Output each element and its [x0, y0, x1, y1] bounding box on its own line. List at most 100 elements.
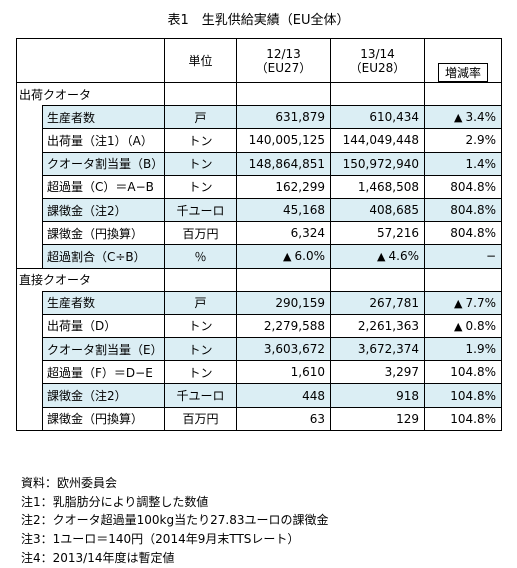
value-1213: ▲ 6.0%	[236, 244, 331, 268]
row-name: 超過割合（C÷B）	[42, 244, 165, 268]
header-row: 単位 12/13 （EU27） 13/14 （EU28） 増減率	[16, 38, 502, 83]
row-unit: 千ユーロ	[164, 197, 237, 222]
table-row: 生産者数戸 631,879 610,434 ▲ 3.4%	[16, 105, 502, 129]
value-1213: 290,159	[236, 290, 331, 315]
rate-value: 104.8%	[424, 360, 502, 384]
table-row: クオータ割当量（E） トン 3,603,672 3,672,374 1.9%	[16, 337, 502, 361]
col-1213-header: 12/13 （EU27）	[236, 38, 331, 83]
value-1314: 2,261,363	[330, 313, 425, 338]
rate-value: 1.4%	[424, 151, 502, 176]
value-1314: 129	[330, 406, 425, 431]
note-line: 注1：乳脂肪分により調整した数値	[21, 494, 209, 509]
row-unit: トン	[164, 151, 237, 176]
value-1314: 267,781	[330, 290, 425, 315]
note-line: 注3：1ユーロ＝140円（2014年9月末TTSレート）	[21, 532, 300, 547]
rate-value: 104.8%	[424, 406, 502, 431]
rate-value: −	[424, 244, 502, 268]
section-label: 直接クオータ	[16, 267, 165, 292]
table-row: 超過量（F）＝D−E トン 1,610 3,297 104.8%	[16, 360, 502, 384]
row-name: 課徴金（円換算）	[42, 221, 165, 245]
row-name: 課徴金（注2）	[42, 197, 165, 222]
rate-value: 104.8%	[424, 383, 502, 408]
row-unit: ％	[164, 244, 237, 268]
table-row: クオータ割当量（B） トン 148,864,851 150,972,940 1.4%	[16, 151, 502, 176]
triangle-icon: ▲	[377, 250, 386, 264]
unit-header: 単位	[164, 38, 237, 83]
row-name: 生産者数	[42, 290, 165, 315]
rate-value: 804.8%	[424, 221, 502, 245]
table-row: 超過量（C）＝A−B トン 162,299 1,468,508 804.8%	[16, 174, 502, 199]
value-1213: 1,610	[236, 360, 331, 384]
row-name: 出荷量（注1）（A）	[42, 128, 165, 153]
row-unit: トン	[164, 174, 237, 199]
rate-value: ▲ 0.8%	[424, 313, 502, 338]
value-1213: 45,168	[236, 197, 331, 222]
table-row: 課徴金（注2） 千ユーロ 45,168 408,685 804.8%	[16, 197, 502, 222]
row-unit: 百万円	[164, 221, 237, 245]
row-name: クオータ割当量（B）	[42, 151, 165, 176]
row-name: 課徴金（円換算）	[42, 406, 165, 431]
row-unit: 戸	[164, 105, 237, 129]
note-line: 注2：クオータ超過量100kg当たり27.83ユーロの課徴金	[21, 513, 329, 528]
section-label: 出荷クオータ	[16, 81, 165, 106]
row-name: 課徴金（注2）	[42, 383, 165, 408]
value-1213: 162,299	[236, 174, 331, 199]
row-name: 超過量（C）＝A−B	[42, 174, 165, 199]
row-unit: トン	[164, 128, 237, 153]
table-row: 生産者数戸 290,159 267,781 ▲ 7.7%	[16, 290, 502, 315]
triangle-icon: ▲	[454, 319, 463, 333]
note-line: 注4：2013/14年度は暫定値	[21, 550, 175, 565]
note-line: 資料：欧州委員会	[21, 476, 118, 490]
value-1314: 408,685	[330, 197, 425, 222]
row-unit: トン	[164, 337, 237, 361]
row-unit: 百万円	[164, 406, 237, 431]
value-1314: 610,434	[330, 105, 425, 129]
value-1314: 1,468,508	[330, 174, 425, 199]
table-title: 表1 生乳供給実績（EU全体）	[167, 13, 350, 28]
row-name: クオータ割当量（E）	[42, 337, 165, 361]
row-unit: トン	[164, 313, 237, 338]
row-name: 出荷量（D）	[42, 313, 165, 338]
section-row: 直接クオータ	[16, 267, 502, 292]
row-name: 生産者数	[42, 105, 165, 129]
table-row: 出荷量（注1）（A） トン 140,005,125 144,049,448 2.9%	[16, 128, 502, 153]
value-1314: 144,049,448	[330, 128, 425, 153]
supply-table: 単位 12/13 （EU27） 13/14 （EU28） 増減率 出荷クオータ生…	[16, 38, 502, 431]
section-row: 出荷クオータ	[16, 81, 502, 106]
rate-value: 1.9%	[424, 337, 502, 361]
value-1213: 2,279,588	[236, 313, 331, 338]
value-1314: 150,972,940	[330, 151, 425, 176]
rate-value: 2.9%	[424, 128, 502, 153]
col-1314-header: 13/14 （EU28）	[330, 38, 425, 83]
rate-header: 増減率	[424, 38, 502, 83]
triangle-icon: ▲	[454, 296, 463, 310]
rate-value: 804.8%	[424, 197, 502, 222]
value-1213: 631,879	[236, 105, 331, 129]
triangle-icon: ▲	[454, 111, 463, 125]
value-1213: 148,864,851	[236, 151, 331, 176]
row-unit: 千ユーロ	[164, 383, 237, 408]
value-1213: 448	[236, 383, 331, 408]
table-row: 課徴金（注2） 千ユーロ 448 918 104.8%	[16, 383, 502, 408]
rate-value: ▲ 7.7%	[424, 290, 502, 315]
value-1213: 140,005,125	[236, 128, 331, 153]
row-unit: トン	[164, 360, 237, 384]
value-1213: 63	[236, 406, 331, 431]
value-1213: 6,324	[236, 221, 331, 245]
value-1314: 3,672,374	[330, 337, 425, 361]
table-row: 課徴金（円換算） 百万円 6,324 57,216 804.8%	[16, 221, 502, 245]
value-1314: 918	[330, 383, 425, 408]
rate-value: 804.8%	[424, 174, 502, 199]
value-1314: 57,216	[330, 221, 425, 245]
value-1314: 3,297	[330, 360, 425, 384]
value-1314: ▲ 4.6%	[330, 244, 425, 268]
table-row: 課徴金（円換算） 百万円 63 129 104.8%	[16, 406, 502, 431]
rate-value: ▲ 3.4%	[424, 105, 502, 129]
table-row: 出荷量（D） トン 2,279,588 2,261,363 ▲ 0.8%	[16, 313, 502, 338]
triangle-icon: ▲	[283, 250, 292, 264]
table-row: 超過割合（C÷B）％ ▲ 6.0% ▲ 4.6% −	[16, 244, 502, 268]
row-name: 超過量（F）＝D−E	[42, 360, 165, 384]
value-1213: 3,603,672	[236, 337, 331, 361]
notes: 資料：欧州委員会 注1：乳脂肪分により調整した数値 注2：クオータ超過量100k…	[21, 474, 328, 568]
row-unit: 戸	[164, 290, 237, 315]
